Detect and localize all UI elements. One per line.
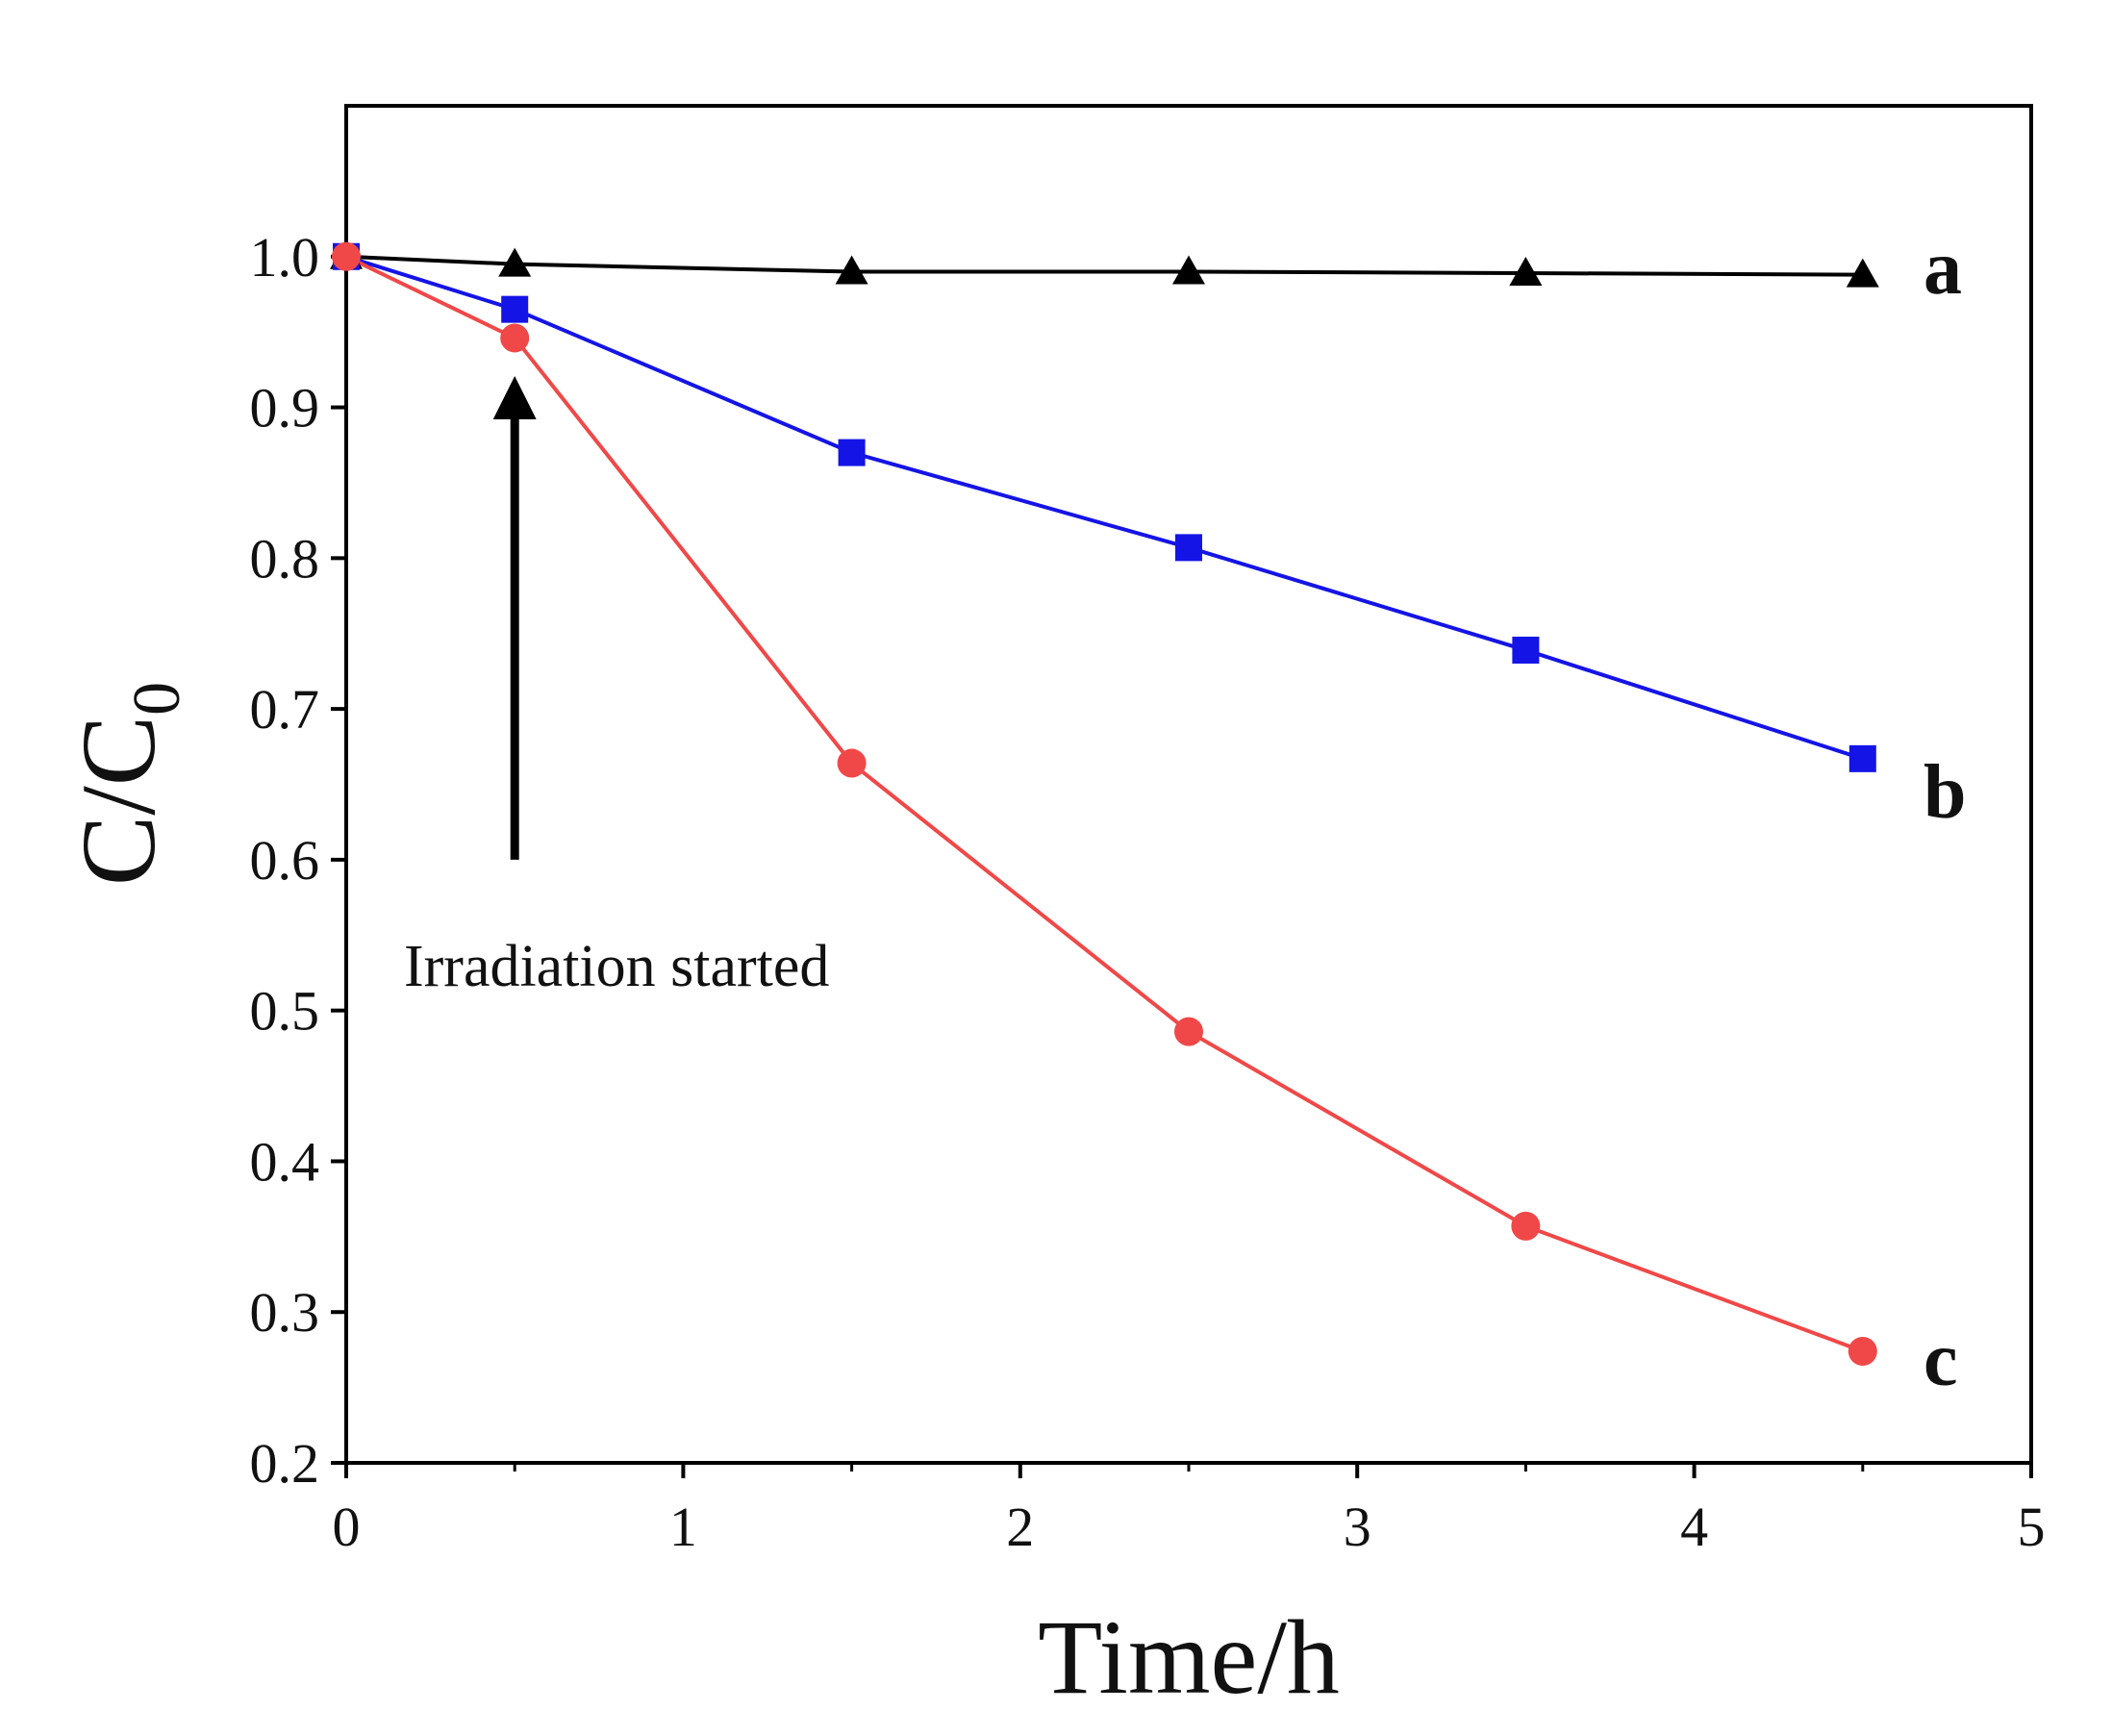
y-tick-label-0.5: 0.5 — [250, 980, 320, 1043]
point-c-3 — [1174, 1017, 1203, 1046]
y-tick-label-0.7: 0.7 — [250, 678, 320, 741]
y-tick-label-0.4: 0.4 — [250, 1130, 320, 1193]
y-tick-label-0.8: 0.8 — [250, 527, 320, 590]
series-labels: a b c — [1923, 226, 1967, 1402]
x-axis-title: Time/h — [1038, 1598, 1340, 1716]
y-axis-title: C/C0 — [60, 682, 194, 886]
series-line-a — [345, 254, 1863, 277]
y-tick-label-0.3: 0.3 — [250, 1281, 320, 1344]
x-tick-label-2: 2 — [1006, 1496, 1034, 1558]
point-b-3 — [1175, 534, 1202, 562]
point-a-5 — [1846, 258, 1879, 288]
series-line-c — [345, 254, 1864, 1353]
y-axis-title-main: C/C — [60, 716, 177, 886]
x-tick-label-4: 4 — [1680, 1496, 1708, 1558]
x-tick-label-1: 1 — [669, 1496, 697, 1558]
y-axis-title-subscript: 0 — [120, 682, 194, 716]
plot-frame — [344, 104, 2033, 1465]
y-tick-label-0.2: 0.2 — [250, 1432, 320, 1495]
x-tick-label-0: 0 — [333, 1496, 361, 1558]
point-b-2 — [838, 439, 866, 466]
y-tick-label-1.0: 1.0 — [250, 226, 320, 289]
series-label-a: a — [1923, 226, 1962, 311]
series-label-b: b — [1923, 750, 1967, 835]
point-c-1 — [500, 323, 530, 353]
series-layer — [330, 239, 1879, 1366]
point-a-2 — [835, 255, 868, 285]
point-b-5 — [1848, 744, 1876, 772]
y-tick-label-0.6: 0.6 — [250, 829, 320, 892]
point-c-2 — [837, 748, 867, 778]
x-tick-label-5: 5 — [2018, 1496, 2046, 1558]
point-a-3 — [1172, 255, 1205, 285]
point-c-5 — [1848, 1336, 1877, 1366]
point-b-4 — [1512, 636, 1540, 664]
irradiation-annotation: Irradiation started — [404, 376, 829, 999]
point-b-1 — [501, 295, 529, 323]
point-a-1 — [498, 247, 532, 277]
x-tick-label-3: 3 — [1344, 1496, 1371, 1558]
irradiation-label: Irradiation started — [404, 934, 829, 999]
point-c-4 — [1511, 1211, 1541, 1241]
y-tick-label-0.9: 0.9 — [250, 377, 320, 440]
point-a-4 — [1509, 257, 1543, 287]
point-c-0 — [332, 241, 361, 271]
series-line-b — [345, 254, 1864, 761]
series-label-c: c — [1923, 1318, 1958, 1402]
y-axis-ticks: 0.2 0.3 0.4 0.5 0.6 0.7 0.8 0.9 1.0 — [250, 226, 346, 1495]
x-axis-ticks: 0 1 2 3 4 5 — [333, 1463, 2046, 1558]
